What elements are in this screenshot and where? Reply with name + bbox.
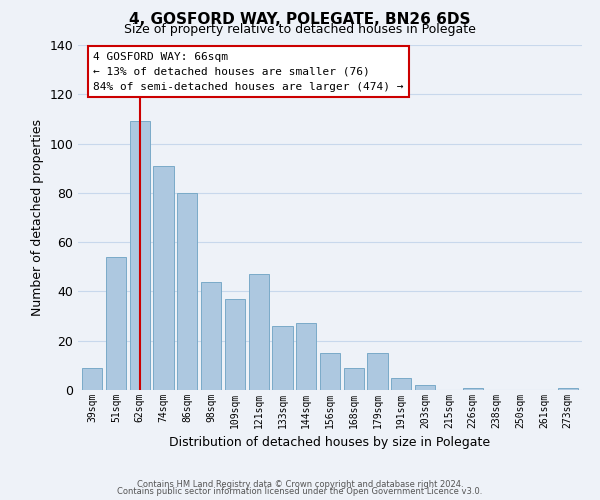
Bar — [248, 274, 269, 390]
Y-axis label: Number of detached properties: Number of detached properties — [31, 119, 44, 316]
Text: 4, GOSFORD WAY, POLEGATE, BN26 6DS: 4, GOSFORD WAY, POLEGATE, BN26 6DS — [129, 12, 471, 28]
Bar — [82, 368, 103, 390]
Bar — [201, 282, 221, 390]
Bar — [130, 122, 150, 390]
Bar — [106, 257, 126, 390]
Text: Contains HM Land Registry data © Crown copyright and database right 2024.: Contains HM Land Registry data © Crown c… — [137, 480, 463, 489]
Bar — [225, 299, 245, 390]
Bar — [154, 166, 173, 390]
Bar — [463, 388, 483, 390]
Bar — [367, 353, 388, 390]
Text: Size of property relative to detached houses in Polegate: Size of property relative to detached ho… — [124, 22, 476, 36]
Bar — [296, 324, 316, 390]
Bar — [557, 388, 578, 390]
Text: Contains public sector information licensed under the Open Government Licence v3: Contains public sector information licen… — [118, 487, 482, 496]
Bar — [272, 326, 293, 390]
Text: 4 GOSFORD WAY: 66sqm
← 13% of detached houses are smaller (76)
84% of semi-detac: 4 GOSFORD WAY: 66sqm ← 13% of detached h… — [93, 52, 404, 92]
Bar — [391, 378, 412, 390]
X-axis label: Distribution of detached houses by size in Polegate: Distribution of detached houses by size … — [169, 436, 491, 450]
Bar — [320, 353, 340, 390]
Bar — [177, 193, 197, 390]
Bar — [344, 368, 364, 390]
Bar — [415, 385, 435, 390]
